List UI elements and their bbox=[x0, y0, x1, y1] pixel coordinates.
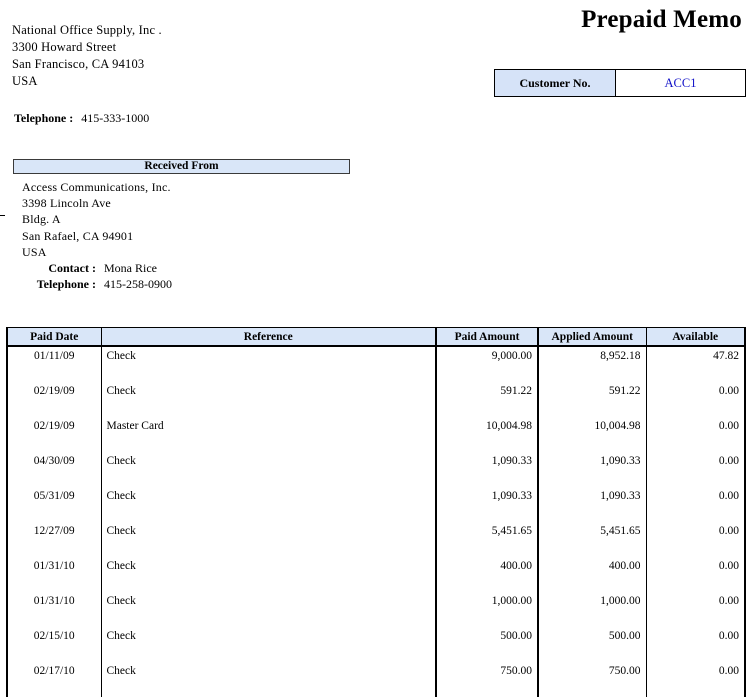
cell-applied_amount: 10,004.98 bbox=[537, 417, 647, 452]
company-city-state-zip: San Francisco, CA 94103 bbox=[12, 57, 145, 71]
received-from-telephone-label: Telephone : bbox=[36, 277, 96, 291]
cell-reference: Check bbox=[100, 522, 437, 557]
cell-reference: Check bbox=[100, 487, 437, 522]
cell-available: 0.00 bbox=[645, 417, 746, 452]
page-title: Prepaid Memo bbox=[581, 6, 742, 33]
cell-applied_amount: 8,952.18 bbox=[537, 346, 647, 382]
cell-paid_amount: 10,004.98 bbox=[435, 417, 539, 452]
table-row: 01/31/10 Check 1,000.00 1,000.00 0.00 bbox=[6, 592, 746, 627]
payments-table: Paid Date Reference Paid Amount Applied … bbox=[6, 327, 746, 697]
cell-applied_amount: 591.22 bbox=[537, 382, 647, 417]
table-header-row: Paid Date Reference Paid Amount Applied … bbox=[6, 327, 746, 347]
cell-paid_amount: 400.00 bbox=[435, 557, 539, 592]
company-name: National Office Supply, Inc . bbox=[12, 23, 162, 37]
left-margin-tick-mark bbox=[0, 215, 5, 216]
cell-reference: Master Card bbox=[100, 417, 437, 452]
cell-applied_amount: 1,090.33 bbox=[537, 452, 647, 487]
received-from-street: 3398 Lincoln Ave bbox=[22, 196, 111, 211]
company-country: USA bbox=[12, 74, 38, 88]
table-row: 01/31/10 Check 400.00 400.00 0.00 bbox=[6, 557, 746, 592]
table-row: 02/19/09 Master Card 10,004.98 10,004.98 0.0… bbox=[6, 417, 746, 452]
company-telephone-label: Telephone : bbox=[14, 111, 74, 125]
received-from-contact-label: Contact : bbox=[48, 261, 96, 275]
column-header-applied-amount: Applied Amount bbox=[537, 327, 647, 347]
cell-available: 0.00 bbox=[645, 452, 746, 487]
cell-paid_date: 02/19/09 bbox=[6, 382, 102, 417]
received-from-address-block: Access Communications, Inc. 3398 Lincoln… bbox=[22, 179, 171, 260]
received-from-heading: Received From bbox=[13, 159, 350, 174]
cell-paid_amount: 9,000.00 bbox=[435, 346, 539, 382]
cell-paid_amount: 750.00 bbox=[435, 662, 539, 697]
table-row: 02/19/09 Check 591.22 591.22 0.00 bbox=[6, 382, 746, 417]
cell-available: 0.00 bbox=[645, 592, 746, 627]
table-row: 01/11/09 Check 9,000.00 8,952.18 47.82 bbox=[6, 346, 746, 382]
cell-paid_date: 05/31/09 bbox=[6, 487, 102, 522]
company-street: 3300 Howard Street bbox=[12, 40, 117, 54]
cell-paid_date: 12/27/09 bbox=[6, 522, 102, 557]
cell-available: 0.00 bbox=[645, 487, 746, 522]
column-header-paid-amount: Paid Amount bbox=[435, 327, 539, 347]
cell-paid_amount: 1,090.33 bbox=[435, 452, 539, 487]
cell-paid_date: 01/31/10 bbox=[6, 557, 102, 592]
cell-available: 0.00 bbox=[645, 662, 746, 697]
cell-reference: Check bbox=[100, 452, 437, 487]
received-from-telephone: Telephone : 415-258-0900 bbox=[14, 277, 172, 292]
received-from-name: Access Communications, Inc. bbox=[22, 180, 171, 194]
cell-available: 0.00 bbox=[645, 522, 746, 557]
column-header-reference: Reference bbox=[100, 327, 437, 347]
table-row: 12/27/09 Check 5,451.65 5,451.65 0.00 bbox=[6, 522, 746, 557]
cell-paid_date: 02/19/09 bbox=[6, 417, 102, 452]
cell-reference: Check bbox=[100, 557, 437, 592]
cell-applied_amount: 5,451.65 bbox=[537, 522, 647, 557]
cell-applied_amount: 750.00 bbox=[537, 662, 647, 697]
cell-paid_date: 01/11/09 bbox=[6, 346, 102, 382]
column-header-paid-date: Paid Date bbox=[6, 327, 102, 347]
cell-reference: Check bbox=[100, 382, 437, 417]
cell-paid_amount: 500.00 bbox=[435, 627, 539, 662]
cell-applied_amount: 500.00 bbox=[537, 627, 647, 662]
received-from-contact: Contact : Mona Rice bbox=[14, 261, 157, 276]
cell-paid_amount: 1,090.33 bbox=[435, 487, 539, 522]
cell-reference: Check bbox=[100, 627, 437, 662]
cell-paid_date: 02/15/10 bbox=[6, 627, 102, 662]
received-from-city-state-zip: San Rafael, CA 94901 bbox=[22, 228, 134, 243]
cell-reference: Check bbox=[100, 662, 437, 697]
cell-available: 47.82 bbox=[645, 346, 746, 382]
cell-paid_amount: 5,451.65 bbox=[435, 522, 539, 557]
cell-available: 0.00 bbox=[645, 627, 746, 662]
customer-number-box: Customer No. ACC1 bbox=[494, 69, 746, 97]
table-row: 02/15/10 Check 500.00 500.00 0.00 bbox=[6, 627, 746, 662]
customer-number-label: Customer No. bbox=[495, 70, 616, 96]
cell-paid_date: 02/17/10 bbox=[6, 662, 102, 697]
cell-applied_amount: 1,090.33 bbox=[537, 487, 647, 522]
cell-reference: Check bbox=[100, 592, 437, 627]
received-from-building: Bldg. A bbox=[22, 212, 61, 227]
company-telephone: Telephone : 415-333-1000 bbox=[14, 111, 149, 126]
cell-paid_amount: 1,000.00 bbox=[435, 592, 539, 627]
received-from-contact-value: Mona Rice bbox=[104, 261, 157, 275]
cell-paid_date: 01/31/10 bbox=[6, 592, 102, 627]
received-from-country: USA bbox=[22, 244, 47, 259]
table-row: 04/30/09 Check 1,090.33 1,090.33 0.00 bbox=[6, 452, 746, 487]
cell-reference: Check bbox=[100, 346, 437, 382]
cell-available: 0.00 bbox=[645, 557, 746, 592]
cell-applied_amount: 1,000.00 bbox=[537, 592, 647, 627]
cell-available: 0.00 bbox=[645, 382, 746, 417]
company-telephone-value: 415-333-1000 bbox=[81, 111, 150, 125]
customer-number-value: ACC1 bbox=[616, 70, 745, 96]
received-from-telephone-value: 415-258-0900 bbox=[104, 277, 172, 291]
company-address-block: National Office Supply, Inc . 3300 Howar… bbox=[12, 22, 162, 90]
cell-paid_date: 04/30/09 bbox=[6, 452, 102, 487]
table-row: 02/17/10 Check 750.00 750.00 0.00 bbox=[6, 662, 746, 697]
cell-paid_amount: 591.22 bbox=[435, 382, 539, 417]
column-header-available: Available bbox=[645, 327, 746, 347]
cell-applied_amount: 400.00 bbox=[537, 557, 647, 592]
table-row: 05/31/09 Check 1,090.33 1,090.33 0.00 bbox=[6, 487, 746, 522]
